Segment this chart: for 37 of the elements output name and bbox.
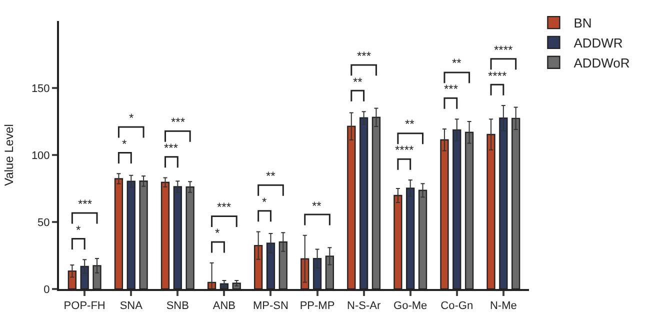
annotation: **	[353, 75, 363, 89]
annotation: ***	[357, 49, 372, 63]
x-tick-label: SNB	[166, 300, 189, 312]
legend-label: BN	[574, 16, 592, 31]
x-tick-label: MP-SN	[253, 300, 289, 312]
annotation: ***	[217, 200, 232, 214]
annotation: ****	[395, 143, 414, 157]
annotation: **	[312, 199, 322, 213]
x-tick-label: Go-Me	[394, 300, 428, 312]
x-tick-label: Co-Gn	[440, 300, 474, 312]
y-axis-title: Value Level	[2, 124, 16, 186]
legend-label: ADDWoR	[574, 55, 630, 70]
annotation: **	[405, 117, 415, 131]
x-tick-label: N-Me	[490, 300, 517, 312]
annotation: *	[129, 111, 134, 125]
annotation: ***	[164, 141, 178, 155]
x-tick-label: PP-MP	[300, 300, 335, 312]
x-tick-label: N-S-Ar	[346, 300, 381, 312]
y-tick-label: 0	[44, 284, 50, 296]
x-tick-label: POP-FH	[64, 300, 106, 312]
annotation: **	[452, 56, 462, 70]
x-tick-label: SNA	[120, 300, 144, 312]
y-tick-label: 100	[31, 150, 50, 162]
x-tick-label: ANB	[212, 300, 236, 312]
annotation: ***	[444, 82, 458, 96]
annotation: **	[266, 169, 276, 183]
annotation: ****	[488, 69, 508, 83]
annotation: *	[122, 137, 127, 151]
annotation: ***	[171, 115, 186, 129]
legend-label: ADDWR	[574, 36, 623, 51]
annotation: *	[215, 226, 220, 240]
annotation: ****	[494, 43, 514, 57]
y-tick-label: 50	[38, 216, 50, 229]
y-tick-label: 150	[31, 82, 50, 95]
annotation: *	[262, 195, 267, 209]
annotation: ***	[78, 197, 92, 211]
annotation: *	[76, 223, 81, 237]
